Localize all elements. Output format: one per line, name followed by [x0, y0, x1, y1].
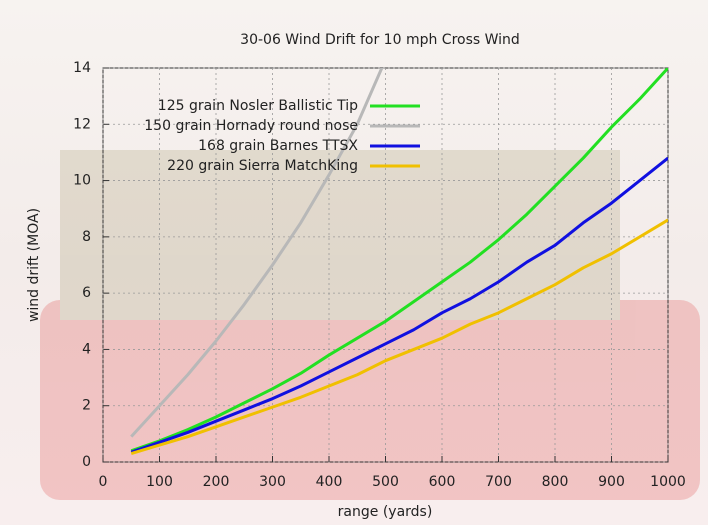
y-tick-label: 6	[82, 285, 91, 301]
x-tick-label: 300	[259, 474, 286, 490]
plot-lines	[130, 68, 668, 455]
x-tick-label: 100	[146, 474, 173, 490]
series-line	[130, 156, 668, 454]
x-tick-label: 400	[316, 474, 343, 490]
legend-label: 168 grain Barnes TTSX	[198, 138, 358, 154]
series-line	[130, 68, 668, 453]
y-tick-label: 4	[82, 341, 91, 357]
y-tick-label: 14	[73, 60, 91, 76]
x-tick-label: 500	[372, 474, 399, 490]
legend-label: 125 grain Nosler Ballistic Tip	[158, 98, 358, 114]
x-tick-label: 700	[485, 474, 512, 490]
y-tick-label: 0	[82, 454, 91, 470]
legend-label: 220 grain Sierra MatchKing	[167, 158, 358, 174]
series-line	[130, 218, 668, 455]
y-axis-label: wind drift (MOA)	[26, 208, 42, 322]
x-tick-label: 0	[99, 474, 108, 490]
y-tick-label: 12	[73, 116, 91, 132]
x-tick-label: 1000	[650, 474, 686, 490]
x-tick-label: 800	[542, 474, 569, 490]
legend-label: 150 grain Hornady round nose	[144, 118, 358, 134]
background-photo	[40, 150, 700, 500]
x-axis-label: range (yards)	[338, 504, 433, 520]
y-tick-label: 2	[82, 398, 91, 414]
x-tick-label: 200	[203, 474, 230, 490]
x-tick-label: 600	[429, 474, 456, 490]
y-tick-label: 8	[82, 229, 91, 245]
chart-title: 30-06 Wind Drift for 10 mph Cross Wind	[240, 32, 520, 48]
y-tick-label: 10	[73, 173, 91, 189]
series-line	[130, 68, 384, 438]
x-tick-label: 900	[598, 474, 625, 490]
